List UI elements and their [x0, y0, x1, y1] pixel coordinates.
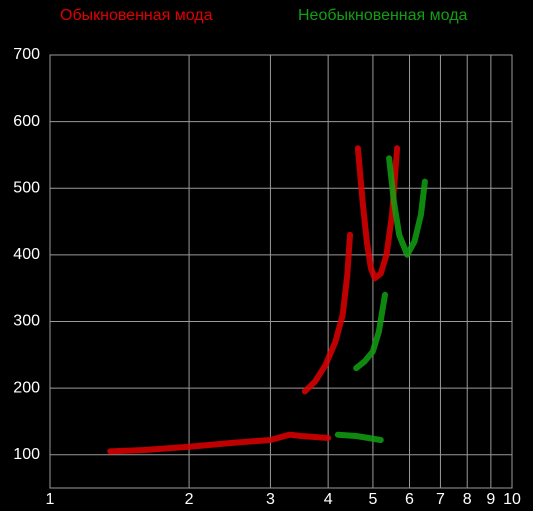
x-tick-label: 6	[405, 491, 414, 508]
legend-entry: Обыкновенная мода	[60, 7, 213, 24]
y-tick-label: 200	[13, 379, 40, 396]
x-tick-label: 2	[185, 491, 194, 508]
legend-entry: Необыкновенная мода	[298, 7, 468, 24]
data-line	[107, 145, 401, 455]
x-tick-label: 7	[436, 491, 445, 508]
plot-frame	[49, 54, 513, 489]
y-tick-label: 400	[13, 246, 40, 263]
x-tick-label: 10	[503, 491, 521, 508]
x-tick-label: 3	[266, 491, 275, 508]
x-tick-label: 5	[368, 491, 377, 508]
x-tick-label: 4	[324, 491, 333, 508]
y-tick-label: 100	[13, 446, 40, 463]
x-tick-label: 1	[46, 491, 55, 508]
x-tick-label: 9	[486, 491, 495, 508]
data-line	[334, 155, 428, 443]
y-tick-label: 700	[13, 46, 40, 63]
y-tick-label: 600	[13, 113, 40, 130]
y-tick-label: 300	[13, 313, 40, 330]
x-tick-label: 8	[463, 491, 472, 508]
y-tick-label: 500	[13, 179, 40, 196]
